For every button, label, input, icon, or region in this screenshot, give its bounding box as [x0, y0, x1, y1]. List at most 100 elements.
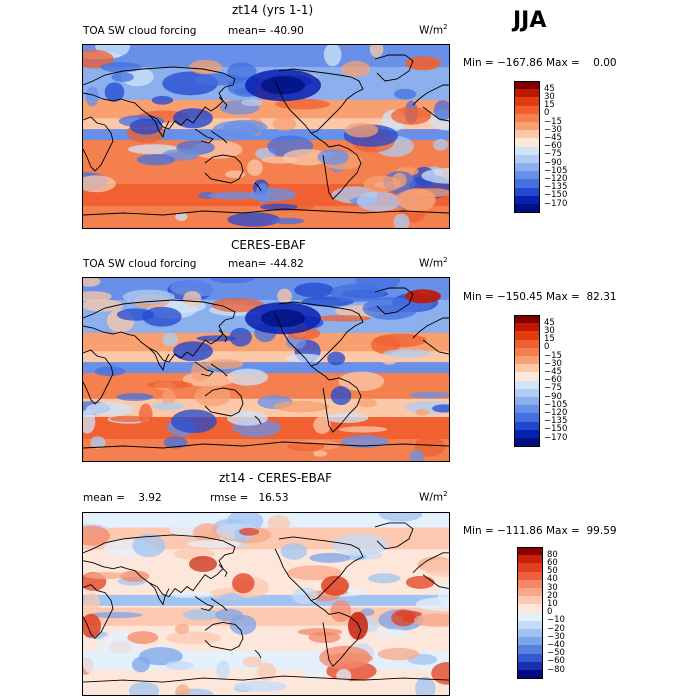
panel-2-map: [82, 277, 450, 462]
colorbar-label: −135: [544, 182, 568, 193]
colorbar-swatch: [514, 163, 540, 172]
panel-2-colorbar: 45 30 15 0 −15 −30 −45 −60 −75 −90 −105 −120 −135 −15…: [514, 315, 574, 447]
colorbar-swatch: [517, 547, 543, 556]
colorbar-label: 45: [544, 83, 555, 94]
colorbar-label: −150: [544, 424, 568, 435]
colorbar-swatch: [514, 146, 540, 156]
colorbar-swatch: [517, 555, 543, 564]
colorbar-swatch: [514, 171, 540, 180]
colorbar-label: −15: [544, 350, 562, 361]
panel-3-minmax: Min = −111.86 Max = 99.59: [463, 525, 617, 537]
colorbar-swatch: [517, 653, 543, 663]
colorbar-label: 45: [544, 317, 555, 328]
colorbar-swatch: [514, 315, 540, 324]
panel-1-minmax: Min = −167.86 Max = 0.00: [463, 57, 617, 69]
colorbar-label: −80: [547, 664, 565, 675]
colorbar-swatch: [517, 661, 543, 671]
colorbar-swatch: [517, 596, 543, 605]
colorbar-swatch: [514, 130, 540, 139]
colorbar-swatch: [514, 195, 540, 205]
colorbar-swatch: [517, 645, 543, 655]
colorbar-swatch: [514, 89, 540, 98]
panel-1-units: W/m2: [419, 23, 448, 37]
colorbar-swatch: [517, 637, 543, 646]
colorbar-swatch: [514, 397, 540, 406]
colorbar-swatch: [514, 413, 540, 423]
colorbar-label: 30: [547, 582, 558, 593]
colorbar-label: −120: [544, 407, 568, 418]
colorbar-label: −105: [544, 165, 568, 176]
colorbar-swatch: [517, 620, 543, 630]
colorbar-label: −75: [544, 149, 562, 160]
colorbar-label: 80: [547, 549, 558, 560]
colorbar-label: 40: [547, 574, 558, 585]
colorbar-swatch: [517, 588, 543, 597]
colorbar-swatch: [514, 339, 540, 349]
colorbar-swatch: [514, 347, 540, 357]
colorbar-label: 15: [544, 100, 555, 111]
colorbar-label: −30: [547, 631, 565, 642]
colorbar-swatch: [514, 331, 540, 341]
colorbar-label: −40: [547, 639, 565, 650]
colorbar-label: 30: [544, 325, 555, 336]
colorbar-label: 20: [547, 590, 558, 601]
colorbar-swatch: [514, 138, 540, 148]
colorbar-swatch: [517, 563, 543, 573]
colorbar-label: 0: [544, 342, 550, 353]
panel-3-map: [82, 512, 450, 696]
colorbar-label: −45: [544, 366, 562, 377]
colorbar-swatch: [514, 388, 540, 398]
panel-3-units: W/m2: [419, 490, 448, 504]
colorbar-swatch: [514, 81, 540, 90]
panel-1-colorbar: 45 30 15 0 −15 −30 −45 −60 −75 −90 −105 −120 −135 −15…: [514, 81, 574, 213]
panel-3-title: zt14 - CERES-EBAF: [219, 471, 332, 485]
colorbar-swatch: [514, 380, 540, 390]
colorbar-label: −30: [544, 358, 562, 369]
colorbar-swatch: [514, 113, 540, 123]
colorbar-label: −170: [544, 432, 568, 443]
colorbar-label: −15: [544, 116, 562, 127]
panel-2-units: W/m2: [419, 256, 448, 270]
colorbar-swatch: [514, 429, 540, 439]
colorbar-label: −30: [544, 124, 562, 135]
panel-2-mean: mean= -44.82: [228, 258, 304, 270]
colorbar-label: 0: [544, 108, 550, 119]
panel-1-mean: mean= -40.90: [228, 25, 304, 37]
panel-1-map: [82, 44, 450, 229]
colorbar-swatch: [514, 179, 540, 189]
colorbar-label: −50: [547, 648, 565, 659]
colorbar-swatch: [514, 372, 540, 382]
colorbar-label: −45: [544, 132, 562, 143]
colorbar-label: −75: [544, 383, 562, 394]
colorbar-label: −10: [547, 615, 565, 626]
panel-3-rmse: rmse = 16.53: [210, 492, 289, 504]
colorbar-label: −60: [544, 375, 562, 386]
colorbar-swatch: [514, 405, 540, 414]
colorbar-label: −120: [544, 173, 568, 184]
colorbar-swatch: [514, 154, 540, 164]
colorbar-label: −135: [544, 416, 568, 427]
colorbar-label: −90: [544, 391, 562, 402]
colorbar-swatch: [514, 122, 540, 131]
colorbar-swatch: [514, 187, 540, 197]
colorbar-label: 30: [544, 91, 555, 102]
colorbar-swatch: [514, 204, 540, 213]
colorbar-label: −105: [544, 399, 568, 410]
panel-2-variable-label: TOA SW cloud forcing: [83, 258, 197, 270]
colorbar-label: −60: [544, 141, 562, 152]
colorbar-label: 15: [544, 334, 555, 345]
colorbar-label: −60: [547, 656, 565, 667]
colorbar-swatch: [514, 438, 540, 447]
colorbar-label: 50: [547, 566, 558, 577]
colorbar-swatch: [517, 604, 543, 614]
colorbar-swatch: [517, 579, 543, 589]
season-title: JJA: [513, 8, 547, 33]
colorbar-swatch: [514, 364, 540, 373]
panel-1-variable-label: TOA SW cloud forcing: [83, 25, 197, 37]
colorbar-swatch: [517, 571, 543, 581]
panel-3-colorbar: 80 60 50 40 30 20 10 0 −10 −20 −30 −40 −50 −60 −80: [517, 547, 577, 679]
panel-1-title: zt14 (yrs 1-1): [232, 3, 314, 17]
colorbar-swatch: [517, 629, 543, 638]
colorbar-swatch: [514, 323, 540, 332]
colorbar-swatch: [517, 612, 543, 622]
